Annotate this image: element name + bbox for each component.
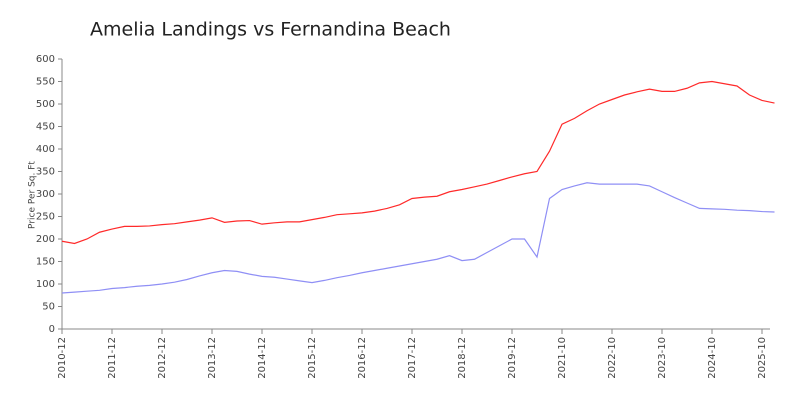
y-tick-label: 400 — [36, 144, 55, 155]
x-tick-label: 2011-12 — [107, 337, 118, 379]
series-line — [61, 80, 775, 245]
x-tick-label: 2025-10 — [757, 337, 768, 379]
y-tick-label: 300 — [36, 189, 55, 200]
x-tick-label: 2023-10 — [657, 337, 668, 379]
x-tick-label: 2012-12 — [157, 337, 168, 379]
x-tick-label: 2018-12 — [457, 337, 468, 379]
y-tick-label: 250 — [36, 212, 55, 223]
y-tick-label: 200 — [36, 234, 55, 245]
y-tick-label: 150 — [36, 257, 55, 268]
y-tick-label: 500 — [36, 99, 55, 110]
x-tick-label: 2015-12 — [307, 337, 318, 379]
y-tick-label: 550 — [36, 77, 55, 88]
y-tick-label: 0 — [49, 324, 55, 335]
y-tick-label: 600 — [36, 54, 55, 65]
y-tick-label: 350 — [36, 167, 55, 178]
x-tick-label: 2019-12 — [507, 337, 518, 379]
x-tick-label: 2014-12 — [257, 337, 268, 379]
x-tick-label: 2017-12 — [407, 337, 418, 379]
x-tick-label: 2010-12 — [57, 337, 68, 379]
x-tick-label: 2016-12 — [357, 337, 368, 379]
y-tick-label: 50 — [42, 302, 55, 313]
y-axis-label: Price Per Sq. Ft — [28, 161, 38, 229]
x-tick-label: 2013-12 — [207, 337, 218, 379]
series-line — [61, 182, 775, 294]
x-tick-label: 2021-10 — [557, 337, 568, 379]
x-tick-label: 2022-10 — [607, 337, 618, 379]
y-tick-label: 450 — [36, 122, 55, 133]
y-tick-label: 100 — [36, 279, 55, 290]
x-tick-label: 2024-10 — [707, 337, 718, 379]
chart-title: Amelia Landings vs Fernandina Beach — [90, 19, 451, 41]
